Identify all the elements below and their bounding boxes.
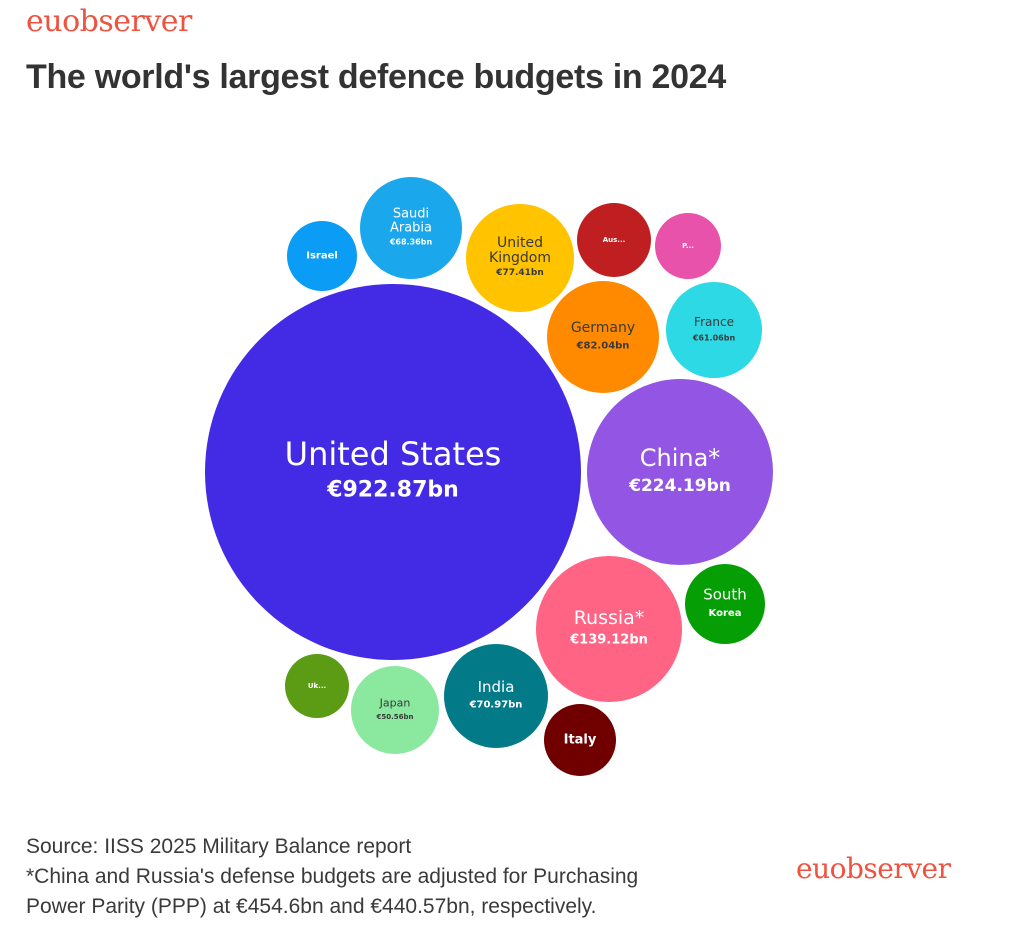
- bubble-israel: Israel: [287, 221, 357, 291]
- bubble-value-israel: Israel: [306, 251, 338, 262]
- source-note: Source: IISS 2025 Military Balance repor…: [26, 835, 412, 858]
- bubble-value-italy: Italy: [564, 733, 597, 748]
- bubble-circle-united-kingdom: [466, 204, 574, 312]
- bubble-value-india: €70.97bn: [469, 700, 523, 711]
- bubble-value-saudi-arabia: €68.36bn: [389, 238, 433, 247]
- bubble-united-states: United States €922.87bn: [205, 284, 581, 660]
- bubble-label-united-kingdom: United: [497, 235, 543, 251]
- bubble-circle-united-states: [205, 284, 581, 660]
- bubble-value-japan: €50.56bn: [375, 713, 413, 721]
- ppp-note-line-1: *China and Russia's defense budgets are …: [26, 865, 639, 888]
- bubble-france: France €61.06bn: [666, 282, 762, 378]
- bubble-value-south-korea: Korea: [709, 608, 742, 619]
- bubble-label-india: India: [478, 678, 515, 696]
- bubble-circle-australia: [577, 203, 651, 277]
- bubble-circle-france: [666, 282, 762, 378]
- chart-title: The world's largest defence budgets in 2…: [26, 58, 726, 96]
- bubble-circle-italy: [544, 704, 616, 776]
- bubble-china: China* €224.19bn: [587, 379, 773, 565]
- bubble-italy: Italy: [544, 704, 616, 776]
- bubble-australia: Aus...: [577, 203, 651, 277]
- bubble-label-saudi-arabia: Arabia: [390, 221, 432, 236]
- bubble-label-france: France: [694, 315, 734, 329]
- bubble-value-ukraine: Uk...: [308, 682, 326, 690]
- ppp-note-line-2: Power Parity (PPP) at €454.6bn and €440.…: [26, 895, 597, 918]
- bubble-south-korea: South Korea: [685, 564, 765, 644]
- bubble-circle-japan: [351, 666, 439, 754]
- footer-notes: Source: IISS 2025 Military Balance repor…: [26, 832, 746, 922]
- bubble-value-australia: Aus...: [603, 236, 626, 244]
- euobserver-logo-bottom: euobserver: [796, 852, 951, 885]
- bubble-circle-china: [587, 379, 773, 565]
- bubble-value-united-kingdom: €77.41bn: [495, 268, 544, 278]
- bubble-label-united-states: United States: [285, 435, 502, 473]
- bubble-india: India €70.97bn: [444, 644, 548, 748]
- bubble-label-south-korea: South: [703, 586, 747, 604]
- bubble-label-united-kingdom: Kingdom: [489, 250, 551, 266]
- bubble-circle-ukraine: [285, 654, 349, 718]
- bubble-label-germany: Germany: [571, 320, 635, 336]
- bubble-label-japan: Japan: [379, 697, 411, 710]
- bubble-circle-russia: [536, 556, 682, 702]
- bubble-value-united-states: €922.87bn: [326, 478, 459, 503]
- bubble-circle-saudi-arabia: [360, 177, 462, 279]
- euobserver-logo-top: euobserver: [26, 4, 192, 39]
- bubble-value-germany: €82.04bn: [576, 341, 630, 352]
- bubble-circle-india: [444, 644, 548, 748]
- bubble-label-russia: Russia*: [574, 607, 645, 629]
- bubble-circle-poland: [655, 213, 721, 279]
- bubble-russia: Russia* €139.12bn: [536, 556, 682, 702]
- bubble-value-china: €224.19bn: [628, 476, 731, 496]
- bubble-circle-israel: [287, 221, 357, 291]
- bubble-label-saudi-arabia: Saudi: [393, 207, 429, 222]
- bubble-value-poland: P...: [682, 242, 694, 250]
- bubble-germany: Germany €82.04bn: [547, 281, 659, 393]
- bubble-value-france: €61.06bn: [692, 334, 736, 343]
- bubble-label-china: China*: [640, 444, 721, 472]
- bubble-value-russia: €139.12bn: [569, 633, 648, 648]
- bubble-poland: P...: [655, 213, 721, 279]
- bubble-ukraine: Uk...: [285, 654, 349, 718]
- bubble-circle-south-korea: [685, 564, 765, 644]
- bubble-japan: Japan €50.56bn: [351, 666, 439, 754]
- bubble-circle-germany: [547, 281, 659, 393]
